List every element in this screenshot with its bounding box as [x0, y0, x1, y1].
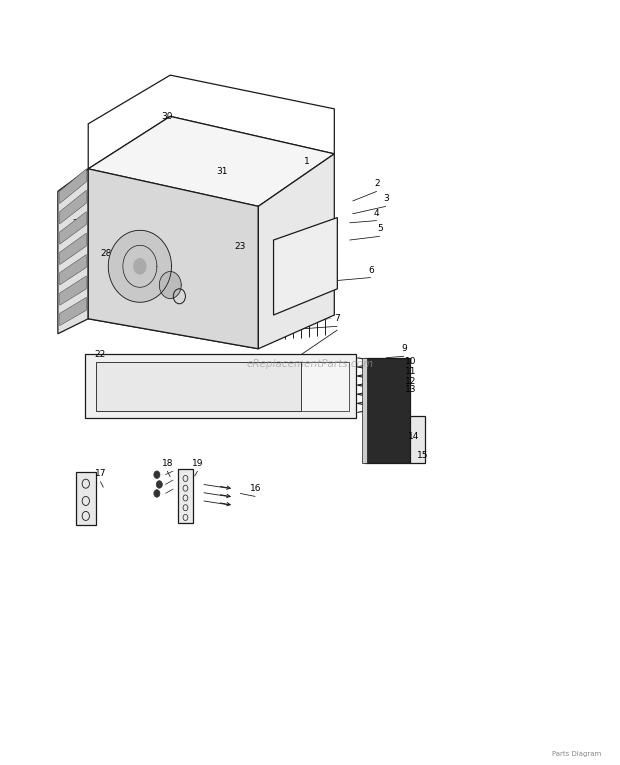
Text: 4: 4: [374, 209, 379, 217]
Polygon shape: [410, 416, 425, 464]
Text: 17: 17: [95, 470, 106, 478]
Polygon shape: [259, 154, 334, 349]
Circle shape: [154, 490, 160, 497]
Polygon shape: [301, 362, 350, 411]
Polygon shape: [60, 212, 86, 244]
Text: 30: 30: [161, 112, 173, 121]
Text: 14: 14: [407, 432, 419, 441]
Polygon shape: [88, 75, 334, 169]
Text: 9: 9: [401, 344, 407, 353]
Polygon shape: [273, 217, 337, 315]
Polygon shape: [134, 259, 146, 274]
Polygon shape: [60, 233, 86, 265]
Text: 7: 7: [334, 314, 340, 324]
Polygon shape: [88, 169, 259, 349]
Polygon shape: [361, 358, 366, 464]
Polygon shape: [60, 298, 86, 326]
Polygon shape: [76, 473, 96, 525]
Polygon shape: [177, 469, 193, 523]
Text: 23: 23: [234, 242, 246, 251]
Text: 1: 1: [304, 157, 310, 166]
Text: 10: 10: [404, 357, 416, 366]
Text: 29: 29: [72, 219, 84, 228]
Text: 11: 11: [404, 366, 416, 376]
Text: 31: 31: [216, 167, 228, 176]
Text: 13: 13: [404, 386, 416, 395]
Text: 21: 21: [146, 393, 157, 402]
Text: 5: 5: [377, 224, 383, 233]
Circle shape: [156, 480, 162, 488]
Text: 19: 19: [192, 459, 203, 468]
Text: 27: 27: [144, 264, 156, 273]
Polygon shape: [96, 362, 301, 411]
Text: eReplacementParts.com: eReplacementParts.com: [246, 359, 374, 369]
Polygon shape: [60, 169, 86, 203]
Polygon shape: [159, 272, 181, 298]
Polygon shape: [60, 190, 86, 224]
Circle shape: [154, 471, 160, 478]
Polygon shape: [85, 354, 355, 418]
Text: 22: 22: [95, 350, 106, 360]
Polygon shape: [365, 358, 410, 464]
Text: 28: 28: [101, 249, 112, 258]
Polygon shape: [88, 116, 334, 207]
Text: 16: 16: [250, 484, 261, 493]
Text: 15: 15: [417, 451, 428, 460]
Text: 12: 12: [405, 376, 416, 386]
Text: 26: 26: [145, 275, 156, 285]
Text: 25: 25: [151, 285, 162, 294]
Text: 24: 24: [153, 275, 164, 284]
Text: 18: 18: [161, 459, 173, 468]
Polygon shape: [108, 230, 172, 302]
Polygon shape: [60, 276, 86, 305]
Text: 2: 2: [374, 179, 379, 188]
Text: 20: 20: [210, 402, 221, 412]
Text: 6: 6: [368, 265, 374, 275]
Text: 3: 3: [383, 194, 389, 203]
Polygon shape: [58, 169, 88, 334]
Text: Parts Diagram: Parts Diagram: [552, 751, 601, 757]
Polygon shape: [60, 255, 86, 285]
